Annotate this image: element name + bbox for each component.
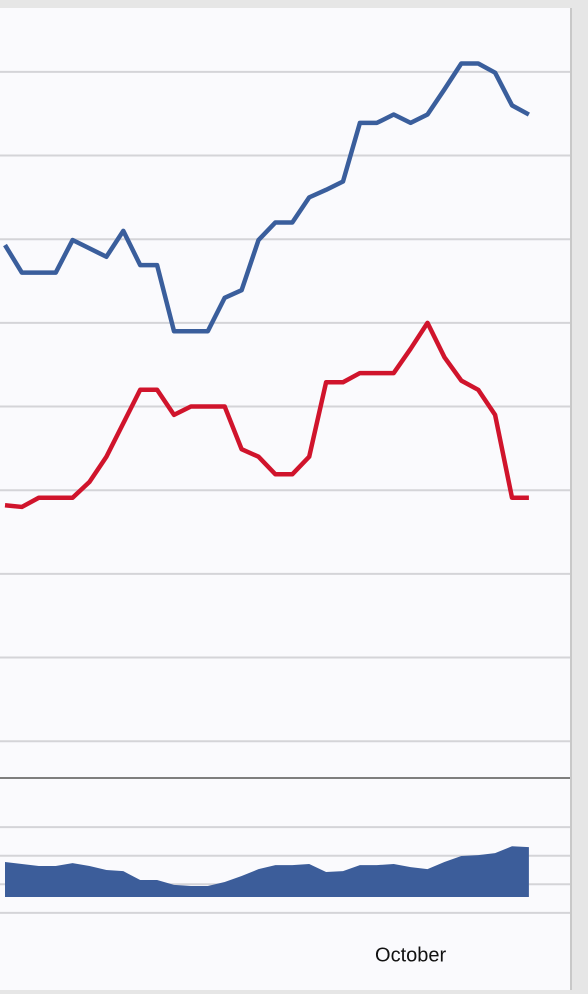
- line: [4, 320, 529, 510]
- area: [5, 846, 529, 897]
- line: [3, 61, 530, 334]
- x-tick-label: October: [375, 944, 446, 966]
